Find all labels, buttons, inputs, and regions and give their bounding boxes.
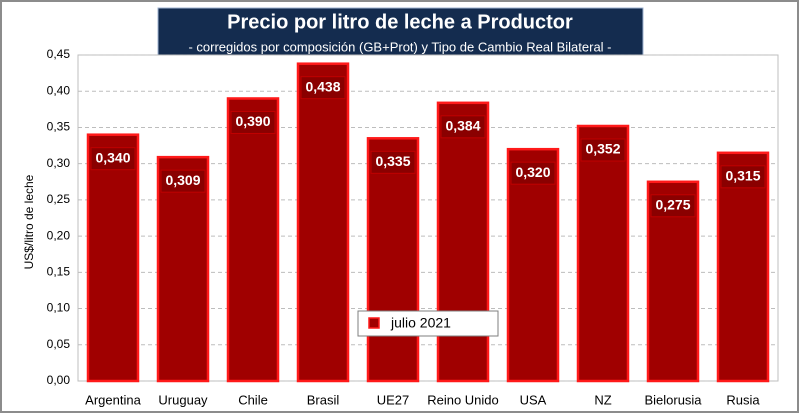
title-box <box>157 7 644 63</box>
y-tick-label: 0,20 <box>47 228 71 242</box>
y-tick-label: 0,10 <box>47 301 71 315</box>
value-label: 0,275 <box>655 196 690 212</box>
value-label-box <box>300 76 346 100</box>
value-label: 0,340 <box>95 149 130 165</box>
value-label-box <box>370 150 416 174</box>
bar <box>296 62 350 383</box>
value-label: 0,320 <box>515 164 550 180</box>
value-label: 0,384 <box>445 118 480 134</box>
value-label: 0,315 <box>725 168 760 184</box>
legend-label: julio 2021 <box>390 315 451 331</box>
value-label-box <box>160 169 206 193</box>
x-tick-label: Argentina <box>85 392 141 407</box>
x-tick-label: Bielorusia <box>644 392 702 407</box>
bar <box>86 133 140 383</box>
bar <box>506 147 560 383</box>
value-label: 0,352 <box>585 141 620 157</box>
value-label: 0,390 <box>235 113 270 129</box>
bar <box>226 97 280 383</box>
bar <box>716 151 770 383</box>
y-tick-label: 0,00 <box>47 373 71 387</box>
value-label-box <box>90 147 136 171</box>
y-tick-label: 0,35 <box>47 120 71 134</box>
chart-subtitle: - corregidos por composición (GB+Prot) y… <box>188 39 611 54</box>
y-tick-label: 0,45 <box>47 47 71 61</box>
y-tick-label: 0,05 <box>47 337 71 351</box>
value-label-box <box>440 115 486 139</box>
bar <box>436 101 490 383</box>
value-label-box <box>720 165 766 189</box>
value-label: 0,438 <box>305 78 340 94</box>
value-label: 0,309 <box>165 172 200 188</box>
x-tick-label: Brasil <box>307 392 340 407</box>
y-tick-label: 0,15 <box>47 265 71 279</box>
bar <box>366 137 420 383</box>
y-tick-label: 0,30 <box>47 156 71 170</box>
value-label: 0,335 <box>375 153 410 169</box>
x-tick-label: UE27 <box>377 392 410 407</box>
value-label-box <box>510 161 556 185</box>
value-label-box <box>580 138 626 162</box>
x-tick-label: Chile <box>238 392 268 407</box>
x-tick-label: Uruguay <box>158 392 208 407</box>
y-tick-label: 0,40 <box>47 83 71 97</box>
x-tick-label: USA <box>520 392 547 407</box>
value-label-box <box>650 194 696 218</box>
x-tick-label: Reino Unido <box>427 392 499 407</box>
y-tick-label: 0,25 <box>47 192 71 206</box>
legend-box <box>357 310 499 337</box>
chart-title: Precio por litro de leche a Productor <box>227 11 573 33</box>
bar <box>576 124 630 383</box>
x-tick-label: NZ <box>594 392 611 407</box>
y-axis-label: US$/litro de leche <box>22 174 36 269</box>
bar <box>156 155 210 383</box>
value-label-box <box>230 110 276 134</box>
x-tick-label: Rusia <box>726 392 760 407</box>
legend-swatch <box>368 317 380 329</box>
